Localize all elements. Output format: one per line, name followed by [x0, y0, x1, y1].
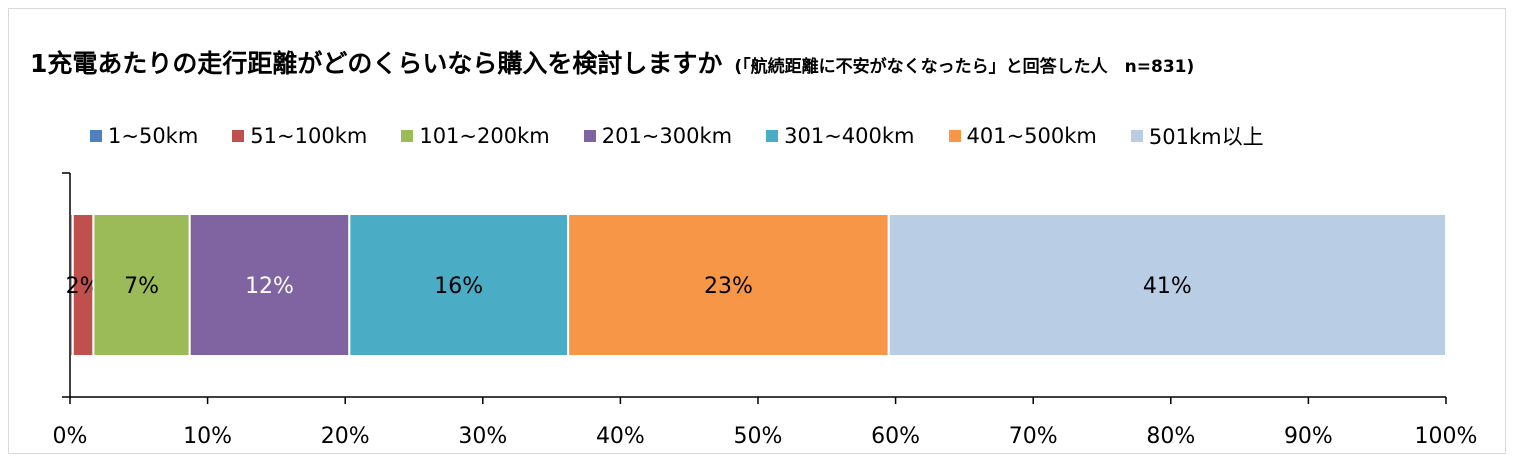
x-tick-label: 10%: [183, 424, 232, 449]
bar-segment: [348, 213, 570, 357]
legend-swatch: [766, 130, 779, 142]
bar-segment: [92, 213, 191, 357]
legend-item: 1~50km: [90, 124, 198, 148]
x-tick-label: 0%: [53, 424, 88, 449]
legend-label: 101~200km: [419, 124, 550, 148]
bar-segment: [567, 213, 890, 357]
x-tick-label: 50%: [734, 424, 783, 449]
x-tick-label: 100%: [1415, 424, 1478, 449]
legend-item: 501km以上: [1130, 121, 1264, 151]
legend: 1~50km 51~100km 101~200km 201~300km 301~400k…: [90, 119, 1298, 153]
data-label: 7%: [124, 274, 159, 299]
legend-swatch: [90, 130, 102, 142]
legend-label: 201~300km: [601, 124, 733, 148]
data-label: 41%: [1143, 274, 1192, 299]
legend-swatch: [1130, 130, 1143, 142]
chart-title-main: 1充電あたりの走行距離がどのくらいなら購入を検討しますか: [30, 49, 723, 78]
bar-segment: [188, 213, 351, 357]
x-tick-label: 40%: [596, 424, 645, 449]
legend-label: 401~500km: [966, 124, 1097, 148]
chart-title-sub: (「航続距離に不安がなくなったら」と回答した人 n=831): [734, 57, 1195, 77]
x-tick-label: 60%: [871, 424, 920, 449]
legend-item: 201~300km: [583, 124, 733, 148]
data-label: 12%: [245, 274, 294, 299]
x-tick-label: 70%: [1009, 424, 1058, 449]
legend-swatch: [948, 130, 961, 142]
chart-title: 1充電あたりの走行距離がどのくらいなら購入を検討しますか (「航続距離に不安がなく…: [30, 44, 1194, 80]
bar-segment: [887, 213, 1447, 357]
legend-item: 51~100km: [232, 124, 367, 148]
legend-swatch: [401, 130, 414, 142]
data-label: 23%: [704, 274, 753, 299]
x-tick-label: 90%: [1284, 424, 1333, 449]
legend-item: 401~500km: [948, 124, 1097, 148]
legend-label: 301~400km: [784, 124, 915, 148]
x-tick-label: 20%: [321, 424, 370, 449]
legend-swatch: [583, 130, 596, 142]
legend-label: 51~100km: [250, 124, 368, 148]
legend-item: 101~200km: [401, 124, 550, 148]
legend-item: 301~400km: [766, 124, 915, 148]
legend-label: 1~50km: [108, 124, 199, 148]
data-label: 16%: [434, 274, 483, 299]
legend-label: 501km以上: [1148, 125, 1264, 149]
legend-swatch: [232, 130, 245, 142]
x-tick-label: 80%: [1146, 424, 1195, 449]
x-tick-label: 30%: [458, 424, 507, 449]
